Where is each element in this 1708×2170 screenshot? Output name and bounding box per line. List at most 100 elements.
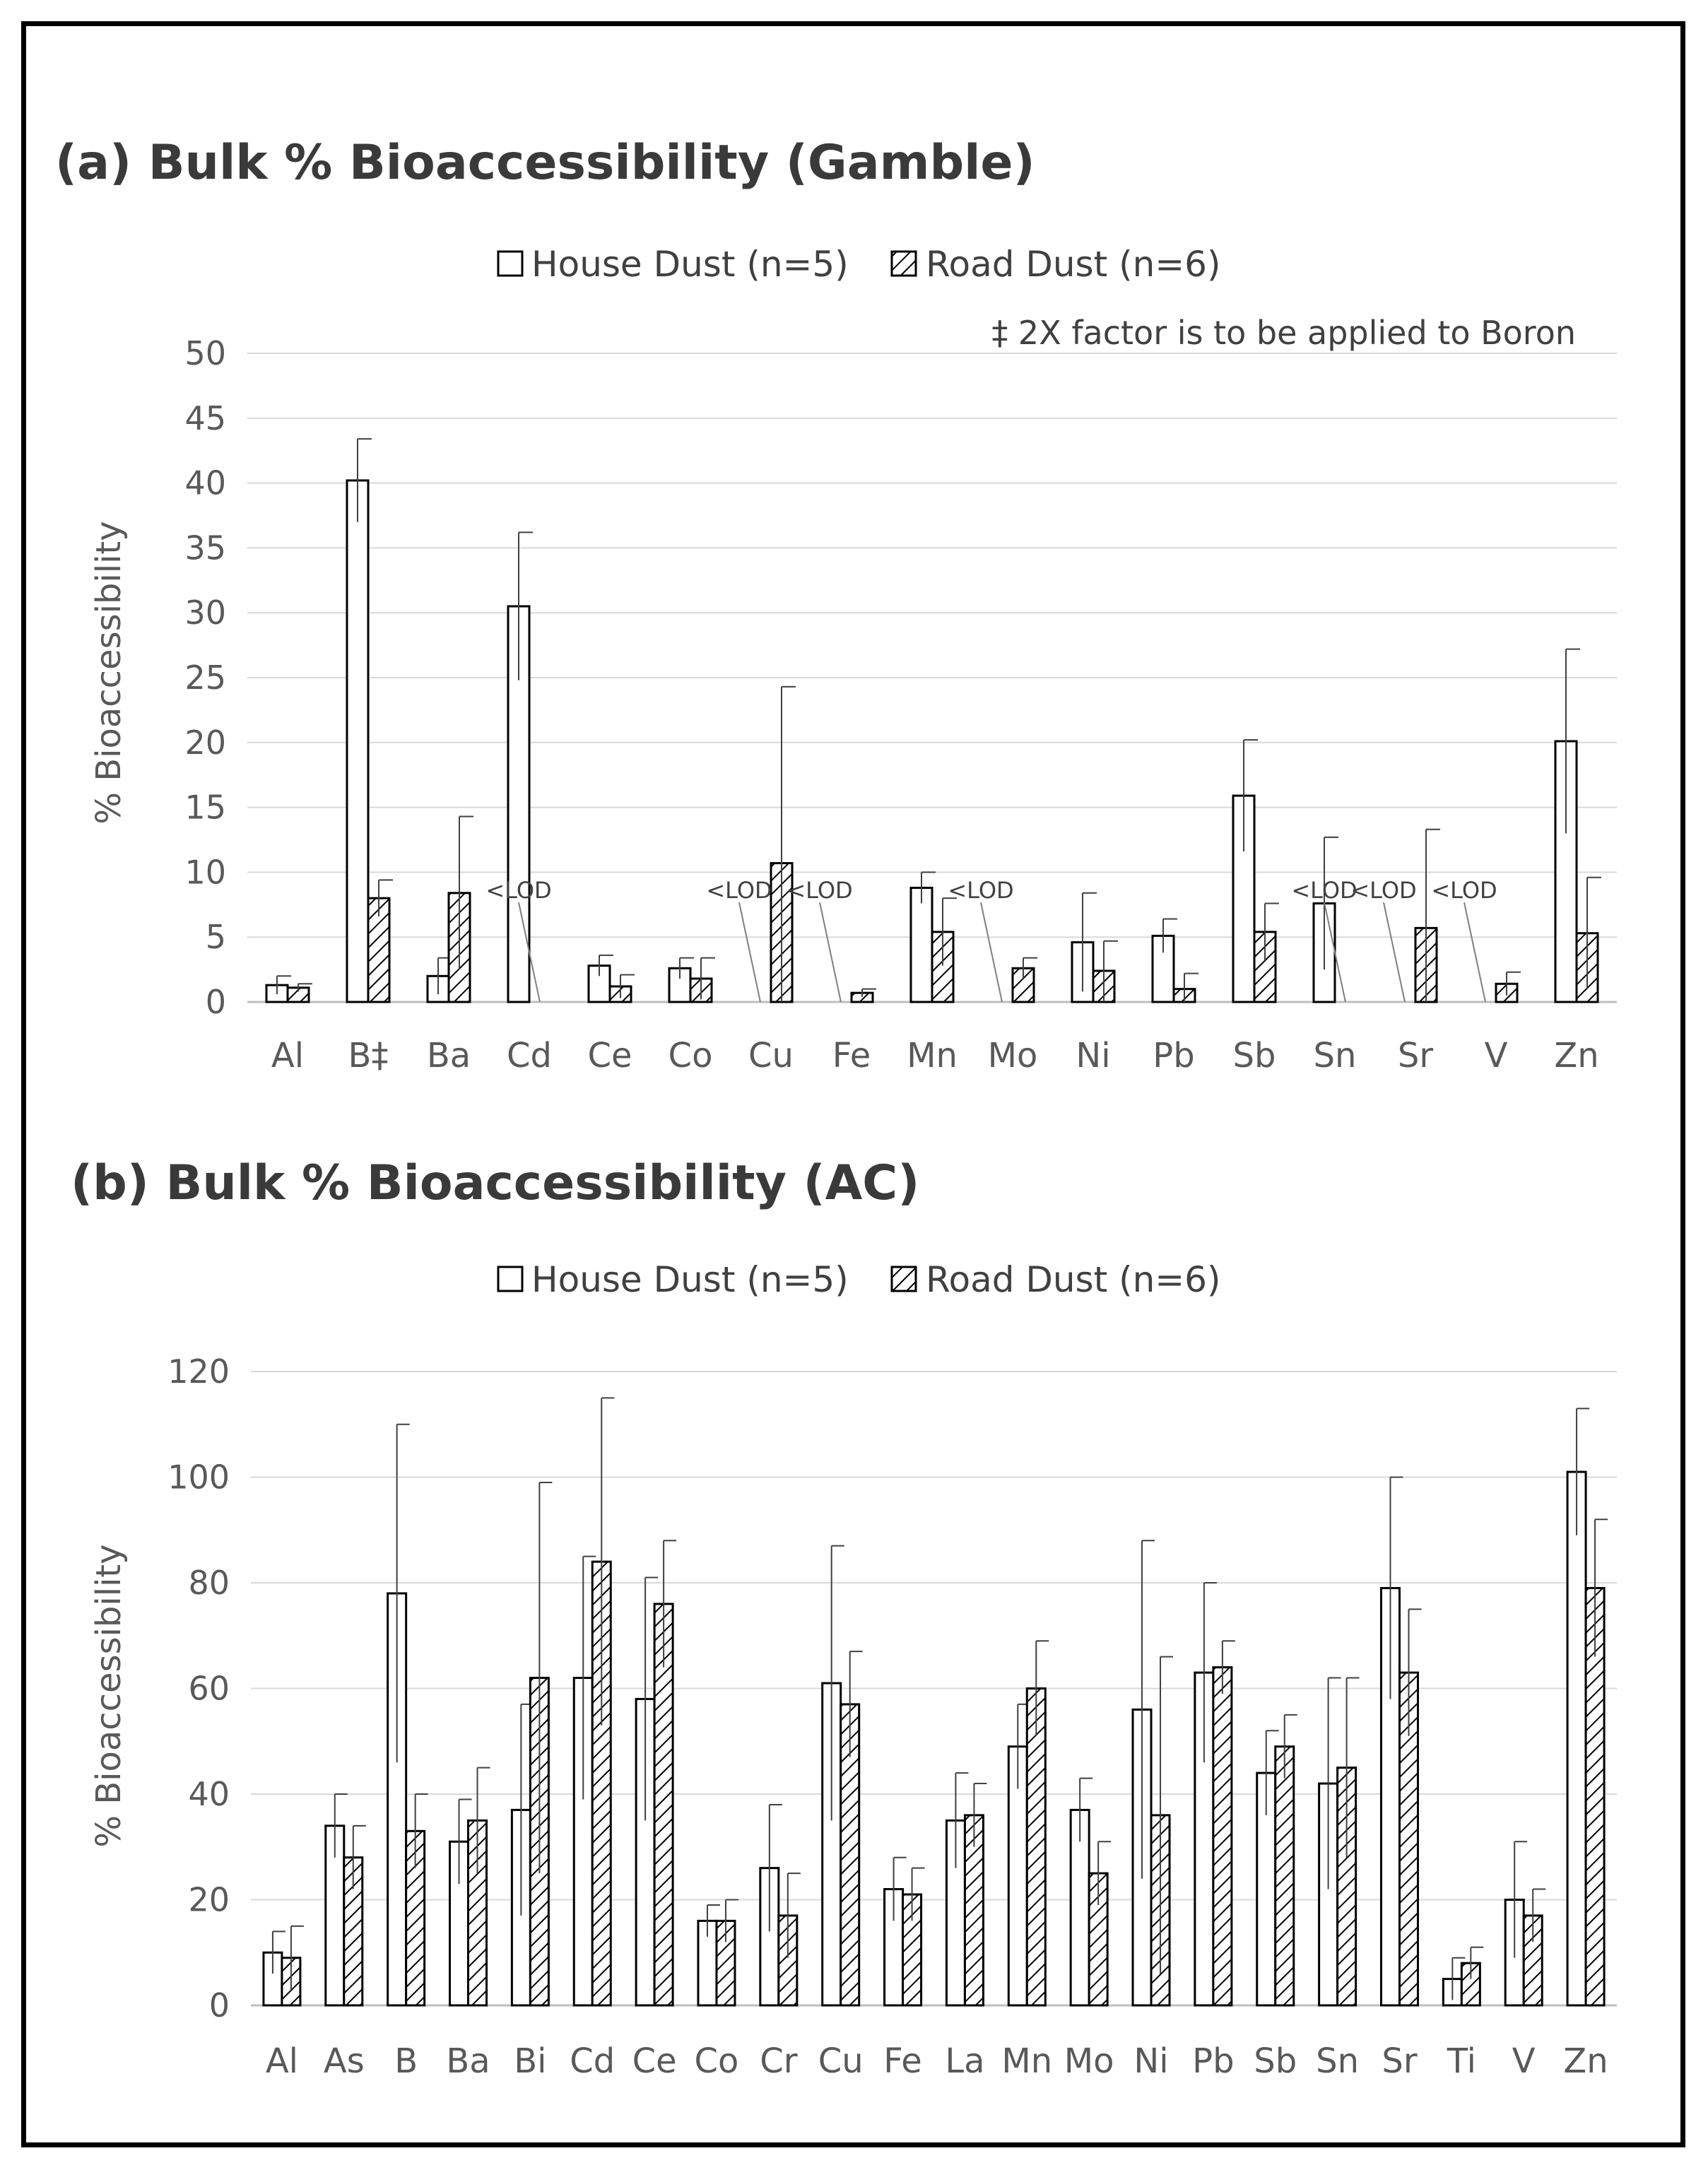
chart-a-category-label: Mn xyxy=(907,1036,958,1075)
chart-b-legend: House Dust (n=5) Road Dust (n=6) xyxy=(497,1259,1221,1300)
chart-b-bar-road xyxy=(1025,1687,1047,2007)
chart-b-category-label: Cr xyxy=(760,2041,798,2081)
chart-b-category-label: La xyxy=(945,2041,984,2081)
chart-a-category-label: Al xyxy=(271,1036,304,1075)
legend-a-road-label: Road Dust (n=6) xyxy=(926,244,1221,285)
chart-a-category-label: Sb xyxy=(1233,1036,1276,1075)
chart-a-lod-label: <LOD xyxy=(1350,877,1416,904)
chart-a-ytick-label: 50 xyxy=(184,334,226,372)
chart-b-category-label: V xyxy=(1512,2041,1536,2081)
chart-a-lod-label: <LOD xyxy=(1291,877,1357,904)
chart-a-lod-leader xyxy=(1383,902,1406,1003)
chart-b-category-label: Cu xyxy=(818,2041,864,2081)
chart-a-ytick-label: 35 xyxy=(184,529,226,567)
chart-a-ytick-label: 45 xyxy=(184,399,226,437)
chart-b-category-label: Ba xyxy=(446,2041,490,2081)
chart-b-category-label: B xyxy=(394,2041,418,2081)
chart-b-ytick-label: 100 xyxy=(167,1458,230,1497)
chart-b-ytick-label: 60 xyxy=(188,1670,230,1708)
chart-b-category-label: Bi xyxy=(514,2041,546,2081)
chart-a-category-label: Co xyxy=(669,1036,713,1075)
chart-b-ylabel: % Bioaccessibility xyxy=(89,1544,129,1847)
chart-a-category-label: Ba xyxy=(427,1036,471,1075)
legend-b-road-swatch xyxy=(890,1266,917,1292)
chart-a-ytick-label: 10 xyxy=(184,853,226,891)
chart-a-lod-leader xyxy=(1324,902,1346,1003)
chart-b-ytick-label: 80 xyxy=(188,1564,230,1602)
chart-a-lod-leader xyxy=(738,902,761,1003)
chart-a-lod-leader xyxy=(518,902,541,1003)
chart-a-category-label: Zn xyxy=(1554,1036,1598,1075)
legend-a-road-swatch xyxy=(890,250,917,277)
chart-a-plot: 0 5 10 15 20 25 30 35 40 45 50 Al B‡ Ba Cd Ce Co Cu Fe Mn Mo… xyxy=(184,334,1617,1075)
chart-b-category-label: Zn xyxy=(1563,2041,1608,2081)
chart-a-lod-label: <LOD xyxy=(787,877,852,904)
chart-a-ytick-label: 40 xyxy=(184,464,226,502)
chart-a-lod-label: <LOD xyxy=(1431,877,1497,904)
chart-a-title: (a) Bulk % Bioaccessibility (Gamble) xyxy=(55,135,1035,191)
chart-b-ytick-label: 20 xyxy=(188,1881,230,1919)
chart-b-ytick-label: 0 xyxy=(209,1986,230,2024)
chart-a-category-label: Ni xyxy=(1076,1036,1110,1075)
chart-a-category-label: Sr xyxy=(1398,1036,1433,1075)
chart-b-ytick-label: 120 xyxy=(167,1352,230,1391)
chart-a-ytick-label: 0 xyxy=(206,983,226,1021)
chart-b-bar-road xyxy=(1584,1586,1606,2007)
chart-b-ytick-label: 40 xyxy=(188,1775,230,1813)
chart-b-bar-road xyxy=(1274,1745,1295,2007)
chart-b-category-label: Al xyxy=(266,2041,298,2081)
chart-a-category-label: Cu xyxy=(748,1036,794,1075)
chart-a-bar-house xyxy=(346,479,370,1003)
chart-b-bar-road xyxy=(653,1603,674,2007)
chart-b-plot: 0 20 40 60 80 100 120 Al As B Ba Bi Cd Ce Co Cr Cu Fe La Mn… xyxy=(167,1352,1617,2081)
chart-a-bar-house xyxy=(909,886,933,1003)
chart-b-category-label: Sb xyxy=(1254,2041,1297,2081)
chart-b-category-label: Cd xyxy=(570,2041,615,2081)
chart-a-ylabel: % Bioaccessibility xyxy=(89,521,129,824)
chart-a-category-label: Mo xyxy=(988,1036,1038,1075)
chart-b-bar-road xyxy=(1212,1666,1233,2007)
chart-b-category-label: Fe xyxy=(883,2041,922,2081)
chart-b-category-label: As xyxy=(324,2041,365,2081)
chart-b-category-label: Pb xyxy=(1192,2041,1234,2081)
chart-b-bar-house xyxy=(1069,1808,1090,2007)
chart-b-bar-road xyxy=(343,1856,364,2007)
chart-a-category-label: Cd xyxy=(507,1036,552,1075)
chart-a-ytick-label: 15 xyxy=(184,789,226,827)
chart-a-ytick-label: 5 xyxy=(206,918,226,956)
chart-b-category-label: Ti xyxy=(1447,2041,1476,2081)
chart-b-bar-road xyxy=(1460,1962,1481,2007)
chart-a-category-label: Ce xyxy=(587,1036,632,1075)
chart-a-lod-leader xyxy=(1463,902,1486,1003)
legend-a-house-label: House Dust (n=5) xyxy=(531,244,849,285)
legend-b-road-label: Road Dust (n=6) xyxy=(926,1259,1221,1300)
chart-a-legend: House Dust (n=5) Road Dust (n=6) xyxy=(497,244,1221,285)
chart-a-lod-label: <LOD xyxy=(948,877,1013,904)
chart-a-category-label: Sn xyxy=(1314,1036,1357,1075)
chart-b-category-label: Ni xyxy=(1133,2041,1168,2081)
chart-b-category-label: Mn xyxy=(1001,2041,1052,2081)
chart-a-category-label: B‡ xyxy=(348,1036,389,1075)
chart-b-title: (b) Bulk % Bioaccessibility (AC) xyxy=(71,1155,919,1211)
legend-b-house-swatch xyxy=(497,1266,524,1292)
chart-a-boron-note: ‡ 2X factor is to be applied to Boron xyxy=(991,314,1576,352)
chart-b-bar-house xyxy=(1566,1470,1587,2007)
chart-a-lod-label: <LOD xyxy=(706,877,772,904)
legend-b-house-label: House Dust (n=5) xyxy=(531,1259,849,1300)
legend-a-house-swatch xyxy=(497,250,524,277)
chart-b-category-label: Ce xyxy=(632,2041,677,2081)
chart-a-ytick-label: 20 xyxy=(184,724,226,762)
chart-b-category-label: Sr xyxy=(1382,2041,1417,2081)
chart-a-ytick-label: 25 xyxy=(184,659,226,697)
chart-a-lod-leader xyxy=(819,902,842,1003)
chart-a-category-label: Fe xyxy=(832,1036,871,1075)
chart-a-ytick-label: 30 xyxy=(184,594,226,632)
chart-b-category-label: Co xyxy=(695,2041,739,2081)
chart-b-category-label: Mo xyxy=(1064,2041,1114,2081)
chart-a-lod-label: <LOD xyxy=(485,877,551,904)
chart-a-lod-leader xyxy=(980,902,1003,1003)
chart-a-category-label: Pb xyxy=(1153,1036,1194,1075)
chart-a-category-label: V xyxy=(1485,1036,1508,1075)
chart-b-category-label: Sn xyxy=(1316,2041,1359,2081)
